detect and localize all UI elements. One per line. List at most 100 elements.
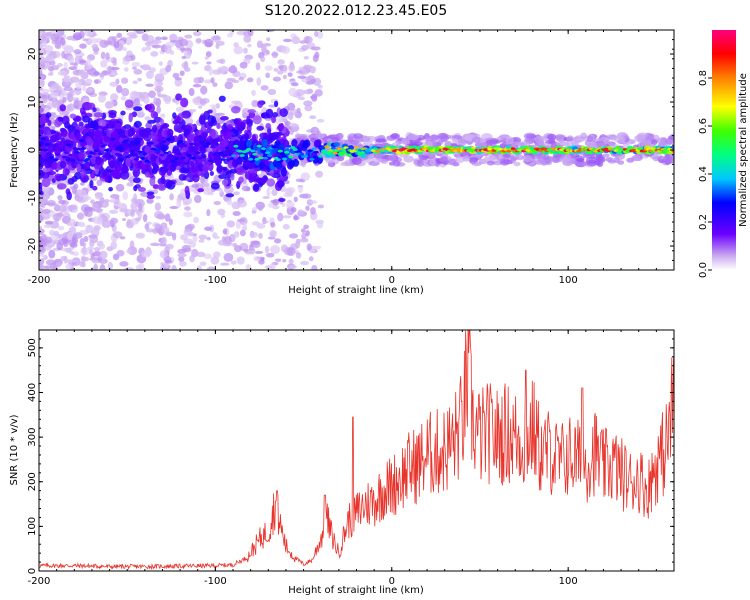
snr-background xyxy=(39,330,674,571)
spectrogram-noise-cell xyxy=(112,231,123,239)
spectrogram-noise-cell xyxy=(55,262,62,267)
spectrogram-noise-cell xyxy=(50,91,59,99)
spectrogram-noise-cell xyxy=(255,62,261,71)
spectrogram-halo-cell xyxy=(571,140,580,147)
spectrogram-ridge-core xyxy=(116,153,123,157)
spectrogram-band-cell xyxy=(266,178,276,187)
spectrogram-noise-cell xyxy=(209,104,219,108)
spectrogram-noise-cell xyxy=(165,243,174,250)
spectrogram-band-cell xyxy=(41,171,50,179)
spectrogram-noise-cell xyxy=(233,191,240,196)
spectrogram-ridge-cell xyxy=(49,134,57,143)
spectrogram-noise-cell xyxy=(208,68,214,76)
spectrogram-ridge-core xyxy=(157,145,163,149)
spectrogram-band-cell xyxy=(133,120,142,128)
spectrogram-noise-cell xyxy=(110,66,120,71)
spectrogram-ridge-cell xyxy=(333,142,340,147)
spectrogram-ridge-core xyxy=(284,150,290,154)
spectrogram-band-cell xyxy=(260,112,266,119)
colorbar-gradient xyxy=(712,30,736,270)
spectrogram-noise-cell xyxy=(155,195,161,200)
spectrogram-noise-cell xyxy=(69,186,75,190)
spectrogram-noise-cell xyxy=(115,84,123,94)
spectrogram-ridge-cell xyxy=(143,128,150,137)
spectrogram-band-cell xyxy=(246,118,254,125)
spectrogram-halo-cell xyxy=(455,155,465,164)
spectrogram-band-cell xyxy=(281,167,287,177)
spectrogram-band-cell xyxy=(74,171,82,180)
spectrogram-noise-cell xyxy=(210,107,217,115)
spectrogram-noise-cell xyxy=(247,30,254,37)
spectrogram-noise-cell xyxy=(230,260,237,265)
spectrogram-noise-cell xyxy=(52,99,59,109)
spectrogram-ridge-cell xyxy=(112,130,119,139)
spectrogram-band-cell xyxy=(279,122,285,131)
spectrogram-ridge-cell xyxy=(183,128,191,137)
spectrogram-noise-cell xyxy=(73,49,82,55)
spectrogram-halo-cell xyxy=(576,157,585,163)
spectrogram-halo-cell xyxy=(297,159,307,166)
spectrogram-noise-cell xyxy=(57,225,65,231)
spectrogram-noise-cell xyxy=(286,201,295,209)
spectrogram-halo-cell xyxy=(586,141,599,150)
spectrogram-ridge-core xyxy=(87,155,93,158)
spectrogram-ridge-core xyxy=(201,155,207,159)
spectrogram-ridge-cell xyxy=(188,144,195,153)
spectrogram-noise-cell xyxy=(94,79,99,84)
spectrogram-noise-cell xyxy=(122,217,127,222)
spectrogram-ridge-core xyxy=(252,152,258,156)
spectrogram-noise-cell xyxy=(272,205,280,210)
spectrogram-band-cell xyxy=(39,107,44,113)
spectrogram-noise-cell xyxy=(164,260,173,264)
spectrogram-ridge-core xyxy=(127,154,133,157)
spectrogram-band-cell xyxy=(90,120,99,129)
spectrogram-halo-cell xyxy=(626,157,635,163)
spectrogram-halo-cell xyxy=(554,134,565,140)
spectrogram-noise-cell xyxy=(73,183,79,190)
spectrogram-ridge-cell xyxy=(59,160,67,169)
spectrogram-noise-cell xyxy=(66,104,72,111)
spectrogram-ridge-core xyxy=(256,144,262,148)
colorbar: 0.0 0.2 0.4 0.6 0.8 Normalized spectral ampl… xyxy=(698,30,749,278)
spectrogram-noise-cell xyxy=(39,262,42,270)
spectrogram-ridge-cell xyxy=(241,152,249,161)
spectrogram-noise-cell xyxy=(63,78,72,83)
spectrogram-noise-cell xyxy=(272,76,282,82)
spectrogram-noise-cell xyxy=(165,64,172,73)
spectrogram-ridge-cell xyxy=(128,127,136,136)
spectrogram-ridge-core xyxy=(118,158,125,162)
spectrogram-noise-cell xyxy=(91,202,100,209)
spectrogram-halo-cell xyxy=(586,159,598,167)
spectrogram-noise-cell xyxy=(58,238,68,246)
spectrogram-band-cell xyxy=(47,130,52,139)
spectrogram-noise-cell xyxy=(107,65,112,75)
spectrogram-noise-cell xyxy=(237,199,248,208)
spectrogram-noise-cell xyxy=(53,230,59,237)
spectrogram-noise-cell xyxy=(85,87,94,93)
spectrogram-noise-cell xyxy=(135,217,141,222)
spectrogram-ridge-core xyxy=(330,146,336,150)
spectrogram-noise-cell xyxy=(246,77,254,83)
spectrogram-ridge-core xyxy=(313,150,319,154)
spectrogram-ridge-core xyxy=(182,144,188,148)
spectrogram-noise-cell xyxy=(265,252,275,258)
spectrogram-noise-cell xyxy=(126,32,137,37)
spectrogram-ridge-core xyxy=(144,159,150,163)
spectrogram-noise-cell xyxy=(131,61,141,67)
spectrogram-band-cell xyxy=(216,122,221,129)
spectrogram-noise-cell xyxy=(49,85,55,93)
spectrogram-noise-cell xyxy=(193,194,202,204)
spectrogram-ridge-core xyxy=(66,143,72,147)
spectrogram-noise-cell xyxy=(277,212,284,222)
spectrogram-noise-cell xyxy=(192,234,198,243)
spectrogram-halo-cell xyxy=(597,156,606,163)
spectrogram-noise-cell xyxy=(184,66,191,73)
spectrogram-noise-cell xyxy=(109,81,118,87)
spectrogram-ridge-core xyxy=(248,157,254,161)
spectrogram-ridge-cell xyxy=(51,161,58,170)
spectrogram-noise-cell xyxy=(96,216,104,225)
spectrogram-noise-cell xyxy=(155,36,162,41)
spectrogram-noise-cell xyxy=(171,264,177,270)
spectrogram-noise-cell xyxy=(179,261,187,267)
